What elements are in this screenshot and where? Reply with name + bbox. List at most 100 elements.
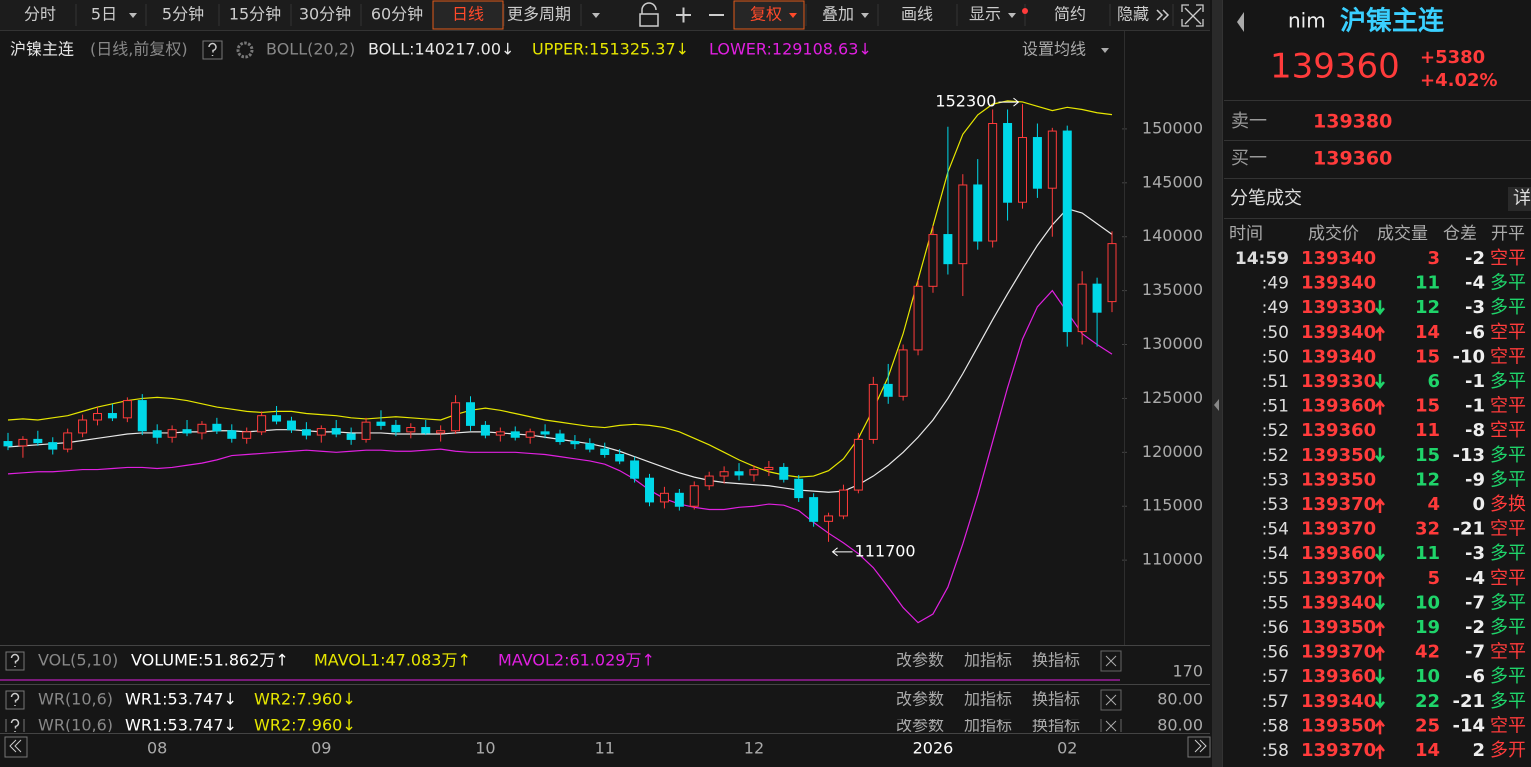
fullscreen-icon[interactable] xyxy=(1181,4,1204,27)
close-button[interactable] xyxy=(1100,689,1122,711)
tick-price: 139360 xyxy=(1301,396,1376,417)
panel-action[interactable]: 改参数 xyxy=(896,651,944,670)
tick-price: 139340 xyxy=(1301,273,1376,294)
period-button[interactable]: 60分钟 xyxy=(371,5,423,24)
help-button[interactable] xyxy=(5,651,25,671)
settings-link[interactable]: 设置均线 xyxy=(1022,40,1086,59)
panel-action[interactable]: 换指标 xyxy=(1032,651,1080,670)
tick-type: 空平 xyxy=(1490,248,1526,269)
panel-action[interactable]: 加指标 xyxy=(964,651,1012,670)
tick-price: 139340 xyxy=(1301,346,1376,367)
quote-code: nim xyxy=(1288,9,1326,33)
y-tick-label: 115000 xyxy=(1142,496,1203,515)
scroll-button[interactable] xyxy=(4,736,28,758)
period-button[interactable]: 30分钟 xyxy=(299,5,351,24)
period-button[interactable]: 15分钟 xyxy=(229,5,281,24)
candle-body xyxy=(137,400,147,432)
tick-time: :57 xyxy=(1262,692,1289,712)
close-button[interactable] xyxy=(1100,716,1122,736)
panel-value: WR2:7.960↓ xyxy=(254,716,356,735)
tick-volume: 14 xyxy=(1415,740,1440,761)
help-button[interactable] xyxy=(5,717,25,735)
period-button[interactable]: 更多周期 xyxy=(507,5,571,24)
period-button[interactable]: 5分钟 xyxy=(162,5,204,24)
scroll-button[interactable] xyxy=(1187,736,1211,758)
dropdown-caret xyxy=(592,13,600,18)
detail-button[interactable] xyxy=(1508,187,1531,211)
tick-time: :51 xyxy=(1262,372,1289,392)
tick-direction xyxy=(1375,645,1385,661)
x-tick-label: 08 xyxy=(147,739,167,758)
tick-type: 空平 xyxy=(1490,322,1526,343)
candle-body xyxy=(749,469,759,476)
tool-button[interactable]: 简约 xyxy=(1054,5,1086,24)
tool-button[interactable]: 叠加 xyxy=(822,5,854,24)
back-arrow[interactable] xyxy=(1237,12,1244,32)
panel-action[interactable]: 改参数 xyxy=(896,716,944,735)
candle-body xyxy=(853,438,863,491)
tick-volume: 42 xyxy=(1415,642,1440,663)
panel-value: WR2:7.960↓ xyxy=(254,690,356,709)
tick-time: :49 xyxy=(1262,298,1289,318)
period-button[interactable]: 分时 xyxy=(24,5,56,24)
candle-body xyxy=(212,423,222,432)
tick-time: :51 xyxy=(1262,397,1289,417)
candle-body xyxy=(436,430,446,434)
tick-price: 139360 xyxy=(1301,666,1376,687)
candle-body xyxy=(107,413,117,419)
panel-axis-label: 80.00 xyxy=(1157,690,1203,709)
tick-volume: 10 xyxy=(1415,666,1440,687)
zoom-in[interactable] xyxy=(676,7,691,23)
tick-type: 多平 xyxy=(1490,297,1526,318)
help-button[interactable] xyxy=(5,690,25,710)
candle-body xyxy=(1077,283,1087,333)
dropdown-caret xyxy=(861,13,869,18)
panel-value: VOLUME:51.862万↑ xyxy=(131,651,289,670)
candle-body xyxy=(734,471,744,476)
tick-volume: 11 xyxy=(1415,273,1440,294)
tick-time: :52 xyxy=(1262,446,1289,466)
scroll-arrow xyxy=(9,739,22,753)
dropdown-caret xyxy=(1008,13,1016,18)
help-button[interactable] xyxy=(202,40,223,60)
tick-oi-diff: -10 xyxy=(1452,346,1485,367)
period-button[interactable]: 5日 xyxy=(91,5,117,24)
tool-button[interactable]: 显示 xyxy=(969,5,1001,24)
panel-action[interactable]: 换指标 xyxy=(1032,690,1080,709)
candle-body xyxy=(167,429,177,438)
tick-price: 139350 xyxy=(1301,715,1376,736)
candle-body xyxy=(18,438,28,447)
tick-type: 多平 xyxy=(1490,371,1526,392)
candle-body xyxy=(391,424,401,433)
tick-time: :57 xyxy=(1262,667,1289,687)
panel-action[interactable]: 加指标 xyxy=(964,690,1012,709)
settings-gear[interactable] xyxy=(236,41,254,59)
tick-oi-diff: -14 xyxy=(1452,715,1485,736)
tool-button[interactable]: 画线 xyxy=(901,5,933,24)
tick-time: :56 xyxy=(1262,618,1289,638)
tick-direction xyxy=(1375,620,1385,636)
lock-icon[interactable] xyxy=(639,2,659,27)
period-button[interactable]: 日线 xyxy=(452,5,484,24)
tick-time: :53 xyxy=(1262,495,1289,515)
candle-body xyxy=(346,433,356,440)
candle-body xyxy=(182,429,192,434)
tool-button[interactable]: 隐藏 xyxy=(1117,5,1149,24)
panel-action[interactable]: 换指标 xyxy=(1032,716,1080,735)
y-tick-label: 120000 xyxy=(1142,442,1203,461)
panel-action[interactable]: 加指标 xyxy=(964,716,1012,735)
close-button[interactable] xyxy=(1100,650,1122,672)
candle-body xyxy=(1032,137,1042,189)
extreme-arrow xyxy=(831,547,853,557)
tick-price: 139350 xyxy=(1301,445,1376,466)
tick-direction xyxy=(1375,571,1385,587)
tool-button[interactable]: 复权 xyxy=(750,5,782,24)
tick-price: 139350 xyxy=(1301,617,1376,638)
tick-volume: 14 xyxy=(1415,322,1440,343)
tick-time: :58 xyxy=(1262,716,1289,736)
panel-action[interactable]: 改参数 xyxy=(896,690,944,709)
tick-type: 多平 xyxy=(1490,273,1526,294)
splitter[interactable] xyxy=(1212,0,1222,767)
candle-body xyxy=(93,413,103,421)
